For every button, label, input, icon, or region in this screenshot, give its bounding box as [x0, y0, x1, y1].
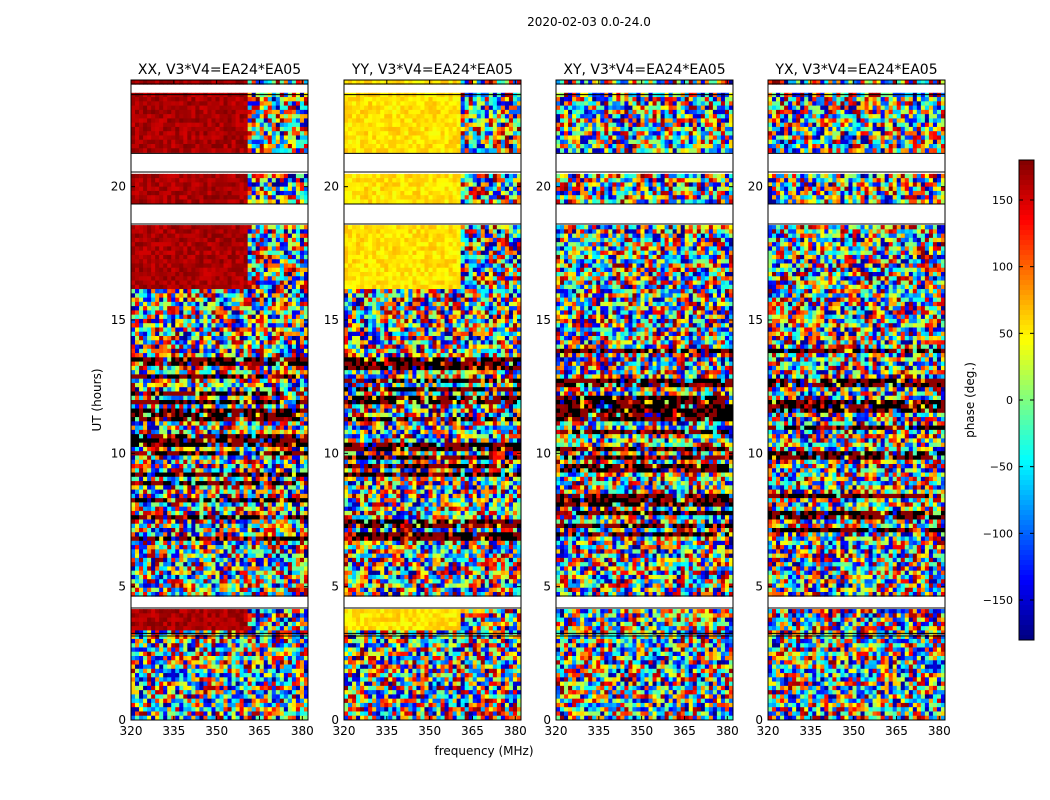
- x-tick-label: 320: [333, 724, 356, 738]
- x-tick-label: 380: [716, 724, 739, 738]
- phase-image-yx: [768, 80, 945, 720]
- y-axis-label: UT (hours): [90, 368, 104, 431]
- x-tick-label: 365: [248, 724, 271, 738]
- y-tick-label: 20: [536, 180, 551, 194]
- y-tick-label: 15: [111, 313, 126, 327]
- colorbar-label: phase (deg.): [963, 362, 977, 438]
- colorbar-tick-label: −50: [990, 461, 1013, 474]
- x-tick-label: 350: [630, 724, 653, 738]
- colorbar-tick-label: 150: [992, 194, 1013, 207]
- y-tick-label: 5: [755, 580, 763, 594]
- x-tick-label: 350: [205, 724, 228, 738]
- y-tick-label: 0: [118, 713, 126, 727]
- y-tick-label: 0: [543, 713, 551, 727]
- x-tick-label: 335: [162, 724, 185, 738]
- x-tick-label: 320: [757, 724, 780, 738]
- y-tick-label: 5: [331, 580, 339, 594]
- colorbar-tick-label: 0: [1006, 394, 1013, 407]
- y-tick-label: 10: [536, 446, 551, 460]
- colorbar-tick-label: 50: [999, 327, 1013, 340]
- y-tick-label: 20: [111, 180, 126, 194]
- panel-title: XY, V3*V4=EA24*EA05: [563, 62, 725, 78]
- panel-frame: [130, 79, 309, 721]
- panel-frame: [555, 79, 734, 721]
- y-tick-label: 20: [748, 180, 763, 194]
- y-tick-label: 0: [755, 713, 763, 727]
- figure-suptitle: 2020-02-03 0.0-24.0: [527, 15, 651, 29]
- y-tick-label: 15: [748, 313, 763, 327]
- y-tick-label: 20: [324, 180, 339, 194]
- colorbar-tick-label: −150: [983, 594, 1013, 607]
- panel-yx: YX, V3*V4=EA24*EA05 320 335 350 365 380 0 5 10 15…: [748, 62, 951, 738]
- x-tick-label: 335: [587, 724, 610, 738]
- panel-frame: [767, 79, 946, 721]
- panel-xx: XX, V3*V4=EA24*EA05 320 335 350 365 380 0 5 10 15…: [111, 62, 314, 738]
- x-tick-label: 320: [120, 724, 143, 738]
- x-tick-label: 350: [842, 724, 865, 738]
- x-tick-label: 320: [545, 724, 568, 738]
- x-tick-label: 350: [418, 724, 441, 738]
- colorbar-tick-label: 100: [992, 261, 1013, 274]
- panel-yy: YY, V3*V4=EA24*EA05 320 335 350 365 380 0 5 10 15…: [324, 62, 527, 738]
- y-tick-label: 5: [118, 580, 126, 594]
- y-tick-label: 15: [324, 313, 339, 327]
- x-tick-label: 380: [504, 724, 527, 738]
- y-tick-label: 5: [543, 580, 551, 594]
- x-tick-label: 365: [461, 724, 484, 738]
- panel-title: YY, V3*V4=EA24*EA05: [351, 62, 513, 78]
- phase-image-yy: [344, 80, 521, 720]
- x-tick-label: 365: [673, 724, 696, 738]
- panel-frame: [343, 79, 522, 721]
- colorbar-tick-label: −100: [983, 527, 1013, 540]
- panel-xy: XY, V3*V4=EA24*EA05 320 335 350 365 380 0 5 10 15…: [536, 62, 739, 738]
- phase-image-xx: [131, 80, 308, 720]
- x-tick-label: 380: [928, 724, 951, 738]
- y-tick-label: 10: [111, 446, 126, 460]
- y-tick-label: 0: [331, 713, 339, 727]
- panel-title: YX, V3*V4=EA24*EA05: [774, 62, 937, 78]
- x-tick-label: 380: [291, 724, 314, 738]
- x-tick-label: 365: [885, 724, 908, 738]
- y-tick-label: 10: [324, 446, 339, 460]
- panel-title: XX, V3*V4=EA24*EA05: [138, 62, 301, 78]
- x-axis-label: frequency (MHz): [434, 744, 533, 758]
- phase-image-xy: [556, 80, 733, 720]
- colorbar: −150 −100 −50 0 50 100 150: [983, 159, 1035, 641]
- x-tick-label: 335: [799, 724, 822, 738]
- x-tick-label: 335: [375, 724, 398, 738]
- y-tick-label: 15: [536, 313, 551, 327]
- y-tick-label: 10: [748, 446, 763, 460]
